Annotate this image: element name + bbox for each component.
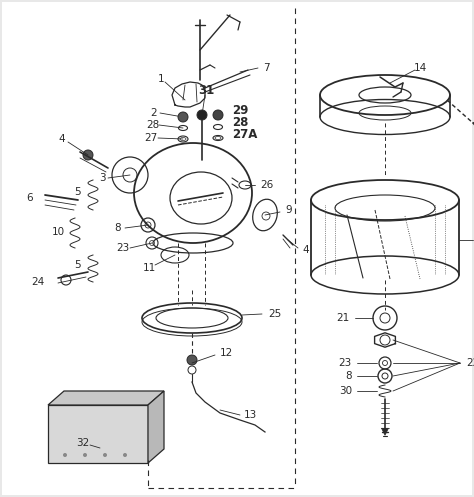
Circle shape: [63, 453, 67, 457]
Circle shape: [178, 112, 188, 122]
Text: 3: 3: [99, 173, 105, 183]
Circle shape: [197, 110, 207, 120]
Text: 28: 28: [232, 115, 248, 129]
Text: 29: 29: [232, 103, 248, 116]
Text: 9: 9: [285, 205, 292, 215]
Polygon shape: [48, 391, 164, 405]
Text: 6: 6: [27, 193, 33, 203]
Circle shape: [123, 453, 127, 457]
Circle shape: [103, 453, 107, 457]
Text: 21: 21: [337, 313, 350, 323]
Text: 28: 28: [146, 120, 160, 130]
Text: 1: 1: [158, 74, 164, 84]
Text: 4: 4: [302, 245, 309, 255]
Text: 24: 24: [31, 277, 45, 287]
Text: 4: 4: [59, 134, 65, 144]
Text: 13: 13: [244, 410, 257, 420]
Text: 32: 32: [76, 438, 90, 448]
Text: 10: 10: [52, 227, 64, 237]
Text: 5: 5: [75, 187, 82, 197]
Text: 14: 14: [413, 63, 427, 73]
Circle shape: [187, 355, 197, 365]
Text: 22: 22: [466, 358, 474, 368]
Text: 11: 11: [142, 263, 155, 273]
Text: 27A: 27A: [232, 129, 257, 142]
Text: 23: 23: [117, 243, 129, 253]
Text: 8: 8: [346, 371, 352, 381]
Circle shape: [83, 453, 87, 457]
Text: 7: 7: [263, 63, 270, 73]
Text: 23: 23: [339, 358, 352, 368]
Text: 27: 27: [145, 133, 158, 143]
Text: 2: 2: [151, 108, 157, 118]
Circle shape: [213, 110, 223, 120]
Text: 25: 25: [268, 309, 281, 319]
Text: 26: 26: [260, 180, 273, 190]
FancyArrowPatch shape: [382, 428, 389, 435]
Text: 5: 5: [75, 260, 82, 270]
Text: 12: 12: [220, 348, 233, 358]
Circle shape: [83, 150, 93, 160]
Polygon shape: [148, 391, 164, 463]
FancyBboxPatch shape: [48, 405, 148, 463]
Text: 8: 8: [115, 223, 121, 233]
Text: 30: 30: [339, 386, 352, 396]
Text: 31: 31: [198, 84, 214, 97]
